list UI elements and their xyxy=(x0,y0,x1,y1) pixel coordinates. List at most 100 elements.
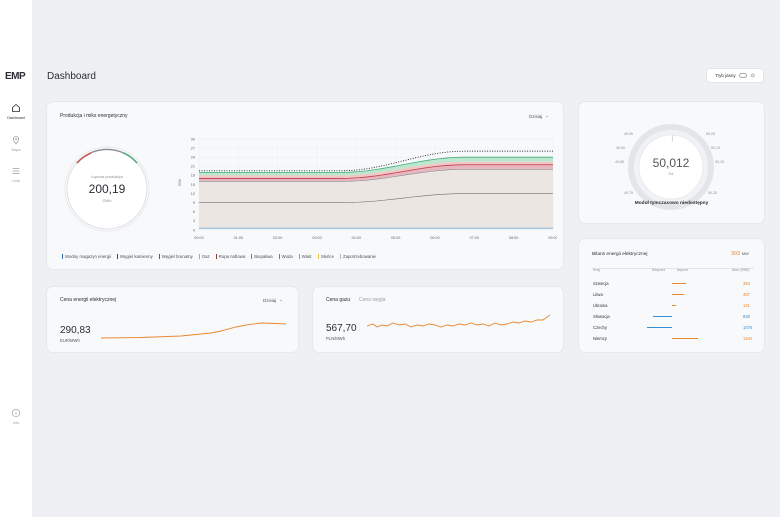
y-tick-label: 27 xyxy=(191,146,195,150)
chevron-down-icon: ⌄ xyxy=(279,297,284,302)
price-range-dropdown[interactable]: Dzisiaj ⌄ xyxy=(263,297,283,303)
sun-icon: ☼ xyxy=(749,72,757,79)
sidebar-item-dashboard[interactable]: Dashboard xyxy=(0,103,32,120)
frequency-tick-1: 49,95 xyxy=(624,132,633,136)
legend-swatch xyxy=(117,254,119,260)
x-tick-label: 08:00 xyxy=(509,236,519,240)
legend-item[interactable]: Słońce xyxy=(317,254,334,260)
legend-item[interactable]: Gaz xyxy=(198,254,210,260)
balance-country: Niemcy xyxy=(593,336,607,341)
frequency-tick-5: 50,05 xyxy=(706,132,715,136)
balance-country: Czechy xyxy=(593,325,607,330)
frequency-tick-3: 49,85 xyxy=(615,160,624,164)
x-tick-label: 09:00 xyxy=(548,236,557,240)
x-tick-label: 06:00 xyxy=(430,236,440,240)
electricity-price-title: Cena energii elektrycznej xyxy=(60,297,117,303)
balance-bar xyxy=(647,327,672,328)
legend-swatch xyxy=(215,254,217,260)
col-import: Import xyxy=(677,268,688,272)
legend-item[interactable]: Węgiel brunatny xyxy=(158,254,193,260)
area-wind xyxy=(199,157,553,176)
tab-coal-price[interactable]: Cena węgla xyxy=(359,297,386,303)
sidebar-item-label: Dashboard xyxy=(7,116,25,120)
page-title: Dashboard xyxy=(47,71,96,82)
legend-item[interactable]: Ropa naftowa xyxy=(215,254,246,260)
legend-item[interactable]: Wiatr xyxy=(298,254,312,260)
production-range-value: Dzisiaj xyxy=(529,113,543,119)
col-export: Eksport xyxy=(652,268,665,272)
line-lignite xyxy=(199,193,553,203)
y-axis-label: GW xyxy=(177,179,182,186)
legend-swatch xyxy=(62,254,63,260)
y-tick-label: 24 xyxy=(191,156,195,160)
line-hard-coal xyxy=(199,169,553,182)
frequency-value: 50,012 xyxy=(652,156,690,170)
frequency-tick-8: 50,25 xyxy=(708,191,717,195)
legend-swatch xyxy=(198,254,200,260)
legend-label: Ropa naftowa xyxy=(218,254,246,259)
list-icon xyxy=(12,168,20,174)
y-tick-label: 6 xyxy=(193,210,195,214)
electricity-price-unit: EUR/MWh xyxy=(60,338,80,343)
gauge-value: 200,19 xyxy=(88,182,126,196)
y-tick-label: 0 xyxy=(193,228,195,232)
legend-label: Słońce xyxy=(320,254,334,259)
y-tick-label: 9 xyxy=(193,201,195,205)
x-tick-label: 03:00 xyxy=(312,236,322,240)
gas-price-unit: PLN/MWh xyxy=(326,336,346,341)
legend-item[interactable]: Woda xyxy=(278,254,293,260)
energy-balance-card: Bilans energii elektrycznej 393 MW Kraj … xyxy=(579,239,764,352)
sidebar-item-info[interactable]: Info xyxy=(0,408,32,425)
legend-label: Węgiel brunatny xyxy=(161,254,193,259)
x-tick-label: 04:00 xyxy=(352,236,362,240)
legend-label: Woda xyxy=(281,254,293,259)
info-icon xyxy=(11,408,21,418)
legend-item[interactable]: Biopaliwa xyxy=(251,254,273,260)
balance-value: 141 xyxy=(743,303,750,308)
production-title: Produkcja i miks energetyczny xyxy=(60,113,128,119)
x-tick-label: 05:00 xyxy=(391,236,401,240)
toggle-switch-icon xyxy=(738,73,747,78)
col-country: Kraj xyxy=(593,268,600,272)
balance-country: Szwecja xyxy=(593,281,609,286)
legend-item[interactable]: Węgiel kamienny xyxy=(117,254,153,260)
balance-bar xyxy=(672,305,676,306)
sidebar-item-map[interactable]: Mapa xyxy=(0,135,32,152)
production-legend: Wodny magazyn energii Węgiel kamienny Węgi… xyxy=(62,254,376,260)
area-coal xyxy=(199,169,553,229)
sidebar-item-label: Info xyxy=(13,421,19,425)
gas-price-card: Cena gazu Cena węgla 567,70 PLN/MWh xyxy=(313,287,563,352)
legend-label: Biopaliwa xyxy=(254,254,273,259)
home-icon xyxy=(12,103,20,112)
y-tick-label: 21 xyxy=(191,165,195,169)
balance-bar xyxy=(652,316,672,317)
legend-item[interactable]: Zapotrzebowanie xyxy=(339,254,376,260)
production-range-dropdown[interactable]: Dzisiaj ⌄ xyxy=(529,113,549,119)
legend-swatch xyxy=(339,254,341,260)
frequency-unit: Hz xyxy=(668,171,674,176)
sidebar-item-list[interactable]: Lista xyxy=(0,166,32,183)
balance-value: 1194 xyxy=(743,336,753,341)
frequency-tick-6: 50,10 xyxy=(711,146,720,150)
legend-swatch xyxy=(298,254,300,260)
balance-title: Bilans energii elektrycznej xyxy=(592,252,648,257)
legend-label: Węgiel kamienny xyxy=(120,254,153,259)
balance-country: Ukraina xyxy=(593,303,608,308)
frequency-tick-7: 50,15 xyxy=(715,160,724,164)
legend-label: Zapotrzebowanie xyxy=(342,254,376,259)
legend-item[interactable]: Wodny magazyn energii xyxy=(62,254,112,260)
area-oil xyxy=(199,161,553,179)
tab-gas-price[interactable]: Cena gazu xyxy=(326,297,351,303)
y-tick-label: 12 xyxy=(191,192,195,196)
balance-value: 1075 xyxy=(743,325,753,330)
y-tick-label: 3 xyxy=(193,219,195,223)
balance-total-unit: MW xyxy=(741,251,749,256)
theme-toggle-button[interactable]: Tryb jasny ☼ xyxy=(706,68,764,83)
area-gas xyxy=(199,164,553,182)
sidebar-item-label: Lista xyxy=(12,179,20,183)
balance-value: 394 xyxy=(743,281,750,286)
frequency-card: 49,95 49,90 49,85 49,75 50,05 50,10 50,1… xyxy=(579,102,764,223)
legend-label: Wodny magazyn energii xyxy=(65,254,112,259)
gauge-unit: GWh xyxy=(102,198,112,203)
